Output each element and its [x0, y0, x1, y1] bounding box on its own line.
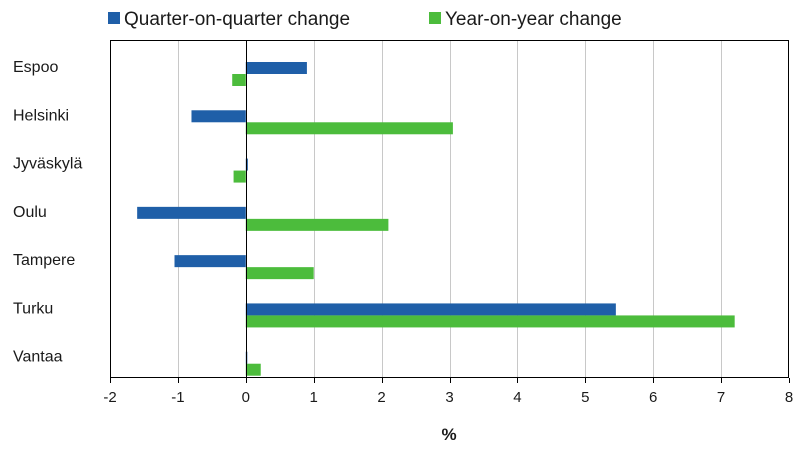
bars: [137, 62, 735, 376]
bar-quarter-espoo: [245, 62, 307, 74]
bar-year-oulu: [245, 218, 389, 231]
category-label: Oulu: [13, 204, 47, 221]
tick-label: 6: [649, 389, 657, 406]
tick-label: 0: [242, 389, 250, 406]
legend-label: Year-on-year change: [445, 9, 622, 30]
bar-quarter-turku: [245, 303, 616, 316]
bar-quarter-tampere: [174, 255, 246, 268]
category-label: Turku: [13, 300, 53, 317]
tick-label: 8: [785, 389, 793, 406]
legend-swatch: [108, 12, 120, 24]
category-label: Helsinki: [13, 107, 69, 124]
tick-label: -1: [171, 389, 184, 406]
bar-year-turku: [245, 315, 735, 328]
tick-label: 2: [377, 389, 385, 406]
tick-label: 3: [445, 389, 453, 406]
legend-label: Quarter-on-quarter change: [124, 9, 350, 30]
bar-year-helsinki: [245, 122, 453, 135]
bar-quarter-oulu: [137, 206, 246, 219]
bar-year-tampere: [245, 267, 314, 280]
legend: Quarter-on-quarter change Year-on-year ch…: [108, 9, 622, 30]
x-axis-title: %: [441, 425, 456, 444]
tick-label: 1: [310, 389, 318, 406]
category-label: Vantaa: [13, 349, 63, 366]
bar-quarter-helsinki: [191, 110, 246, 123]
category-label: Jyväskylä: [13, 156, 82, 173]
x-axis-ticks: -2 -1 0 1 2 3 4 5 6 7 8: [103, 378, 793, 406]
tick-label: 4: [513, 389, 521, 406]
bar-year-espoo: [232, 74, 246, 86]
tick-label: -2: [103, 389, 116, 406]
legend-swatch: [429, 12, 441, 24]
category-label: Tampere: [13, 252, 75, 269]
tick-label: 7: [717, 389, 725, 406]
category-label: Espoo: [13, 59, 58, 76]
bar-year-jyväskylä: [233, 170, 246, 183]
category-labels: Espoo Helsinki Jyväskylä Oulu Tampere Turku Va…: [13, 59, 82, 366]
bar-year-vantaa: [245, 363, 261, 376]
tick-label: 5: [581, 389, 589, 406]
